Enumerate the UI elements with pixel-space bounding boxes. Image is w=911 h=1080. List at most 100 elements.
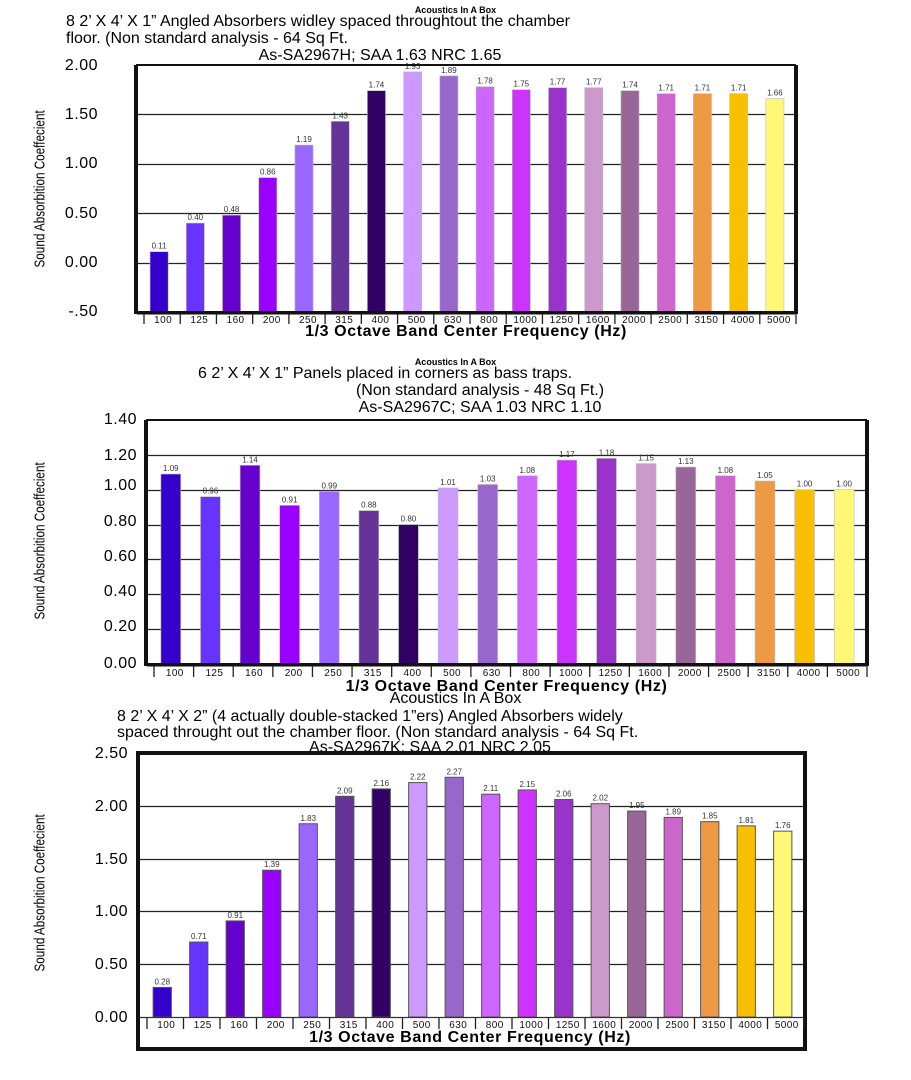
x-tick-label-100: 100 <box>154 315 172 326</box>
chart-3-x-axis-label: 1/3 Octave Band Center Frequency (Hz) <box>309 1029 631 1046</box>
chart-3-description-line-1: 8 2’ X 4’ X 2” (4 actually double-stacke… <box>117 708 623 725</box>
y-tick-label: 1.00 <box>103 477 137 494</box>
y-tick-label: 1.00 <box>94 903 128 920</box>
data-label-250: 0.99 <box>321 481 337 490</box>
x-tick-label-200: 200 <box>267 1020 285 1031</box>
chart-1-summary: As-SA2967H; SAA 1.63 NRC 1.65 <box>258 47 502 64</box>
plot-frame <box>136 751 807 1051</box>
data-label-400: 0.80 <box>401 515 417 524</box>
data-label-3150: 1.71 <box>695 84 711 93</box>
y-tick-label: 1.40 <box>103 411 137 428</box>
x-tick-label-200: 200 <box>285 668 303 679</box>
y-tick-label: 0.80 <box>103 513 137 530</box>
chart-1-plot: 0.11 0.40 0.48 0.86 1.19 1.43 1.74 1.93 1.89 1.78… <box>134 62 798 326</box>
y-tick-label: 0.40 <box>103 583 137 600</box>
x-tick-label-500: 500 <box>408 315 426 326</box>
data-label-1250: 2.06 <box>556 789 572 798</box>
x-tick-label-2500: 2500 <box>665 1020 689 1031</box>
x-tick-label-500: 500 <box>443 668 461 679</box>
x-tick-label-400: 400 <box>371 315 389 326</box>
x-tick-label-100: 100 <box>166 668 184 679</box>
data-label-250: 1.19 <box>296 135 312 144</box>
x-tick-label-2500: 2500 <box>717 668 741 679</box>
data-label-1600: 2.02 <box>592 794 608 803</box>
bar-1600 <box>590 803 610 1018</box>
x-tick-label-1000: 1000 <box>513 315 537 326</box>
data-label-125: 0.96 <box>203 487 219 496</box>
data-label-100: 0.11 <box>152 242 168 251</box>
data-label-2500: 1.89 <box>665 807 681 816</box>
data-label-5000: 1.66 <box>767 89 783 98</box>
x-tick-label-315: 315 <box>340 1020 358 1031</box>
data-label-630: 1.03 <box>480 474 496 483</box>
x-tick-label-250: 250 <box>299 315 317 326</box>
y-tick-label: 2.50 <box>94 745 128 762</box>
y-tick-label: 0.50 <box>94 956 128 973</box>
data-label-1000: 1.17 <box>559 450 575 459</box>
data-label-500: 2.22 <box>410 773 426 782</box>
data-label-1250: 1.77 <box>550 78 566 87</box>
x-tick-label-800: 800 <box>480 315 498 326</box>
x-tick-label-1000: 1000 <box>559 668 583 679</box>
chart-2-x-axis-label: 1/3 Octave Band Center Frequency (Hz) <box>345 678 668 695</box>
chart-2-description-line-1: 6 2’ X 4’ X 1” Panels placed in corners … <box>198 365 573 382</box>
bar-800 <box>481 793 501 1018</box>
x-tick-label-400: 400 <box>376 1020 394 1031</box>
y-tick-label: -.50 <box>68 303 98 320</box>
x-tick-label-1000: 1000 <box>519 1020 543 1031</box>
data-label-5000: 1.76 <box>775 821 791 830</box>
data-label-4000: 1.81 <box>738 816 754 825</box>
x-tick-label-630: 630 <box>449 1020 467 1031</box>
data-label-800: 1.08 <box>520 466 536 475</box>
data-label-3150: 1.85 <box>702 812 718 821</box>
data-label-500: 1.93 <box>405 62 421 71</box>
data-label-200: 0.86 <box>260 168 276 177</box>
y-tick-label: 1.50 <box>64 106 98 123</box>
data-label-160: 0.91 <box>227 911 243 920</box>
data-label-500: 1.01 <box>440 478 456 487</box>
data-label-250: 1.83 <box>300 814 316 823</box>
x-tick-label-315: 315 <box>364 668 382 679</box>
bar-160 <box>225 920 245 1018</box>
chart-1-brand: Acoustics In A Box <box>414 5 497 15</box>
data-label-400: 2.16 <box>373 779 389 788</box>
x-tick-label-125: 125 <box>190 315 208 326</box>
data-label-4000: 1.00 <box>797 480 813 489</box>
data-label-2000: 1.95 <box>629 801 645 810</box>
bar-3150 <box>700 821 720 1018</box>
x-tick-label-630: 630 <box>444 315 462 326</box>
x-tick-label-1250: 1250 <box>550 315 574 326</box>
data-label-100: 1.09 <box>163 464 179 473</box>
x-tick-label-100: 100 <box>157 1020 175 1031</box>
data-label-2000: 1.13 <box>678 457 694 466</box>
x-tick-label-315: 315 <box>335 315 353 326</box>
bar-125 <box>189 941 209 1018</box>
data-label-200: 1.39 <box>264 860 280 869</box>
data-label-125: 0.40 <box>188 213 204 222</box>
data-label-800: 1.78 <box>477 77 493 86</box>
x-tick-label-800: 800 <box>486 1020 504 1031</box>
x-tick-label-250: 250 <box>303 1020 321 1031</box>
data-label-630: 1.89 <box>441 66 457 75</box>
y-tick-label: 0.00 <box>94 1009 128 1026</box>
data-label-1600: 1.15 <box>638 454 654 463</box>
x-tick-label-1250: 1250 <box>599 668 623 679</box>
bar-5000 <box>773 830 793 1018</box>
x-tick-label-2500: 2500 <box>658 315 682 326</box>
y-tick-label: 2.00 <box>94 798 128 815</box>
chart-1-x-axis-label: 1/3 Octave Band Center Frequency (Hz) <box>305 323 627 340</box>
data-label-315: 1.43 <box>332 111 348 120</box>
bar-4000 <box>736 825 756 1018</box>
y-tick-label: 0.20 <box>103 618 137 635</box>
chart-2-description-line-2: (Non standard analysis - 48 Sq Ft.) <box>355 382 605 399</box>
y-tick-label: 0.60 <box>103 548 137 565</box>
y-tick-label: 0.00 <box>64 254 98 271</box>
x-tick-label-125: 125 <box>205 668 223 679</box>
x-tick-label-3150: 3150 <box>695 315 719 326</box>
bar-315 <box>335 795 355 1018</box>
x-tick-label-160: 160 <box>227 315 245 326</box>
data-label-125: 0.71 <box>191 932 207 941</box>
y-tick-label: 0.50 <box>64 205 98 222</box>
data-label-630: 2.27 <box>446 767 462 776</box>
bar-200 <box>262 869 282 1018</box>
